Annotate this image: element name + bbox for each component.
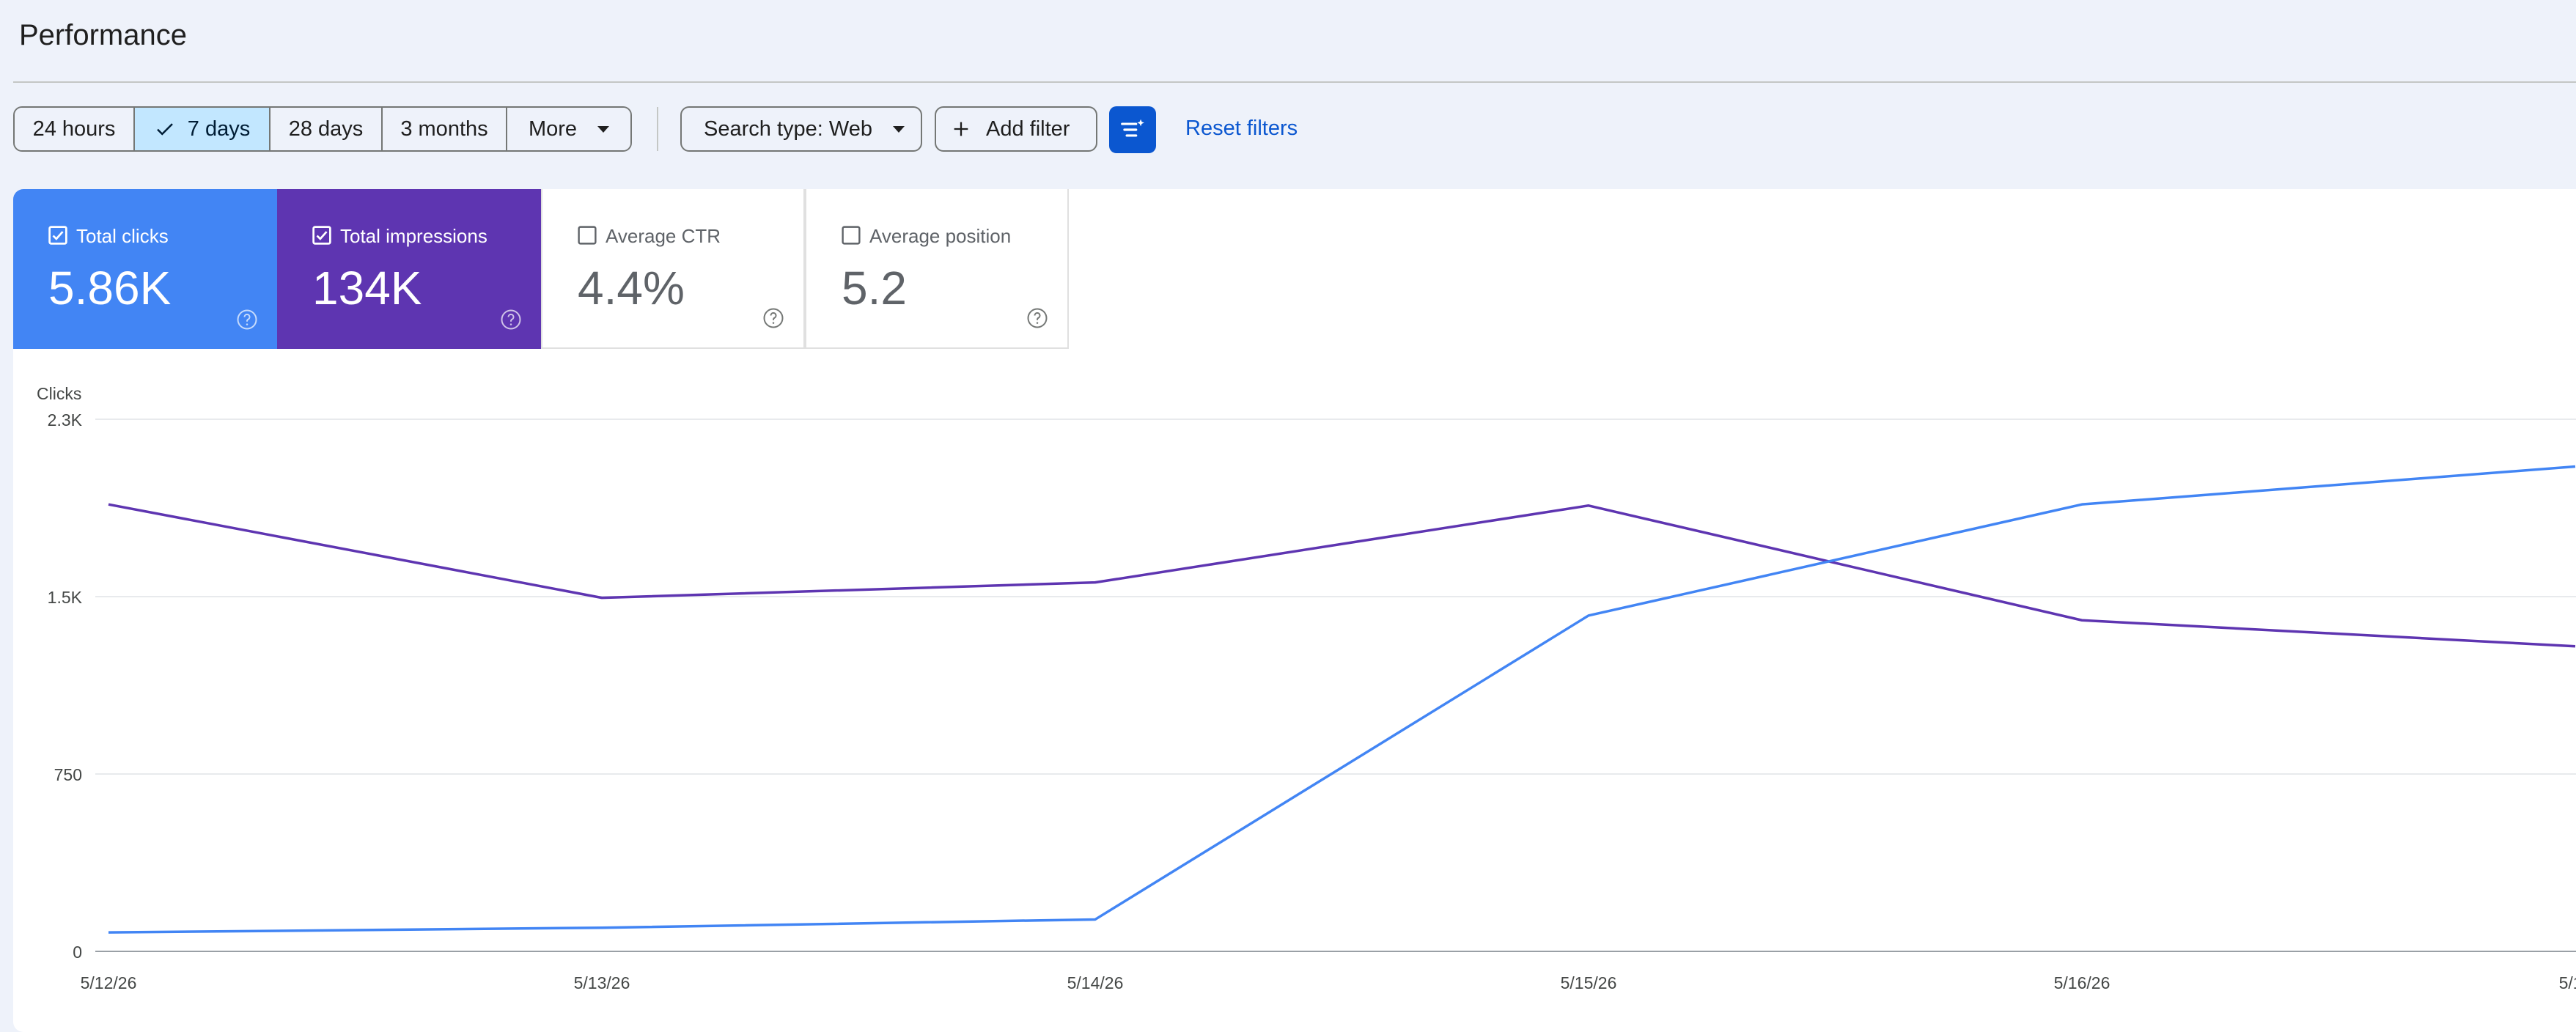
- metric-value: 5.86K: [48, 262, 172, 314]
- x-tick-label: 5/13/26: [574, 973, 630, 992]
- more-label: More: [528, 117, 578, 141]
- range-24-hours-button[interactable]: 24 hours: [15, 108, 135, 150]
- caret-down-icon: [597, 125, 610, 133]
- y-axis-title: Clicks: [37, 384, 82, 403]
- plus-icon: [954, 122, 968, 136]
- metric-label: Average position: [869, 225, 1012, 247]
- metric-label: Total impressions: [340, 225, 487, 247]
- title-divider: [13, 81, 2576, 83]
- add-filter-label: Add filter: [986, 117, 1070, 141]
- range-3-months-button[interactable]: 3 months: [383, 108, 507, 150]
- range-28-days-button[interactable]: 28 days: [271, 108, 383, 150]
- checkbox-checked-icon[interactable]: [48, 226, 67, 245]
- metric-value: 4.4%: [578, 262, 685, 314]
- checkbox-unchecked-icon[interactable]: [578, 226, 597, 245]
- caret-down-icon: [892, 125, 905, 133]
- y-tick-label: 2.3K: [48, 410, 83, 430]
- metric-label: Total clicks: [76, 225, 169, 247]
- x-tick-label: 5/14/26: [1067, 973, 1124, 992]
- metric-card-total-clicks[interactable]: Total clicks 5.86K: [13, 189, 277, 349]
- range-label: 24 hours: [32, 117, 116, 141]
- add-filter-button[interactable]: Add filter: [935, 106, 1097, 152]
- y-tick-label: 1.5K: [48, 588, 83, 607]
- series-line-impressions[interactable]: [108, 503, 2576, 648]
- metric-card-average-position[interactable]: Average position 5.2: [805, 189, 1069, 349]
- search-type-dropdown[interactable]: Search type: Web: [680, 106, 922, 152]
- reset-filters-link[interactable]: Reset filters: [1185, 117, 1298, 140]
- filter-settings-button[interactable]: [1109, 106, 1156, 153]
- range-7-days-button[interactable]: 7 days: [135, 108, 271, 150]
- series-line-clicks[interactable]: [108, 465, 2576, 934]
- help-icon[interactable]: [500, 309, 522, 331]
- page-title: Performance: [19, 19, 187, 51]
- metric-card-average-ctr[interactable]: Average CTR 4.4%: [541, 189, 805, 349]
- metric-label: Average CTR: [606, 225, 721, 247]
- x-tick-label: 5/15/26: [1561, 973, 1617, 992]
- toolbar-divider: [657, 107, 658, 151]
- date-range-selector: 24 hours 7 days 28 days 3 months More: [13, 106, 632, 152]
- check-icon: [156, 123, 173, 136]
- range-label: 7 days: [187, 117, 251, 141]
- metric-value: 134K: [312, 262, 422, 314]
- checkbox-checked-icon[interactable]: [312, 226, 331, 245]
- x-tick-label: 5/12/26: [81, 973, 137, 992]
- y-tick-label: 750: [54, 765, 82, 784]
- y-tick-label: 0: [73, 943, 82, 962]
- filter-sparkle-icon: [1121, 119, 1144, 137]
- range-label: 28 days: [288, 117, 364, 141]
- help-icon[interactable]: [1026, 307, 1048, 329]
- metric-value: 5.2: [842, 262, 907, 314]
- range-label: 3 months: [400, 117, 488, 141]
- metric-card-total-impressions[interactable]: Total impressions 134K: [277, 189, 541, 349]
- x-tick-label: 5/16/26: [2054, 973, 2111, 992]
- help-icon[interactable]: [762, 307, 784, 329]
- help-icon[interactable]: [236, 309, 258, 331]
- search-type-label: Search type: Web: [704, 117, 872, 141]
- x-tick-label: 5/17: [2559, 973, 2576, 992]
- more-ranges-dropdown[interactable]: More: [507, 108, 630, 150]
- checkbox-unchecked-icon[interactable]: [842, 226, 861, 245]
